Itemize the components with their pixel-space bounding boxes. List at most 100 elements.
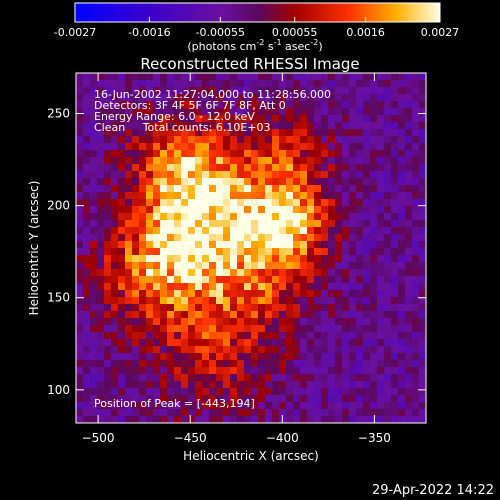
heatmap-cell — [279, 143, 287, 151]
heatmap-cell — [384, 178, 392, 186]
heatmap-cell — [356, 374, 364, 382]
heatmap-cell — [258, 290, 266, 298]
heatmap-cell — [111, 87, 119, 95]
heatmap-cell — [132, 94, 140, 102]
heatmap-cell — [384, 262, 392, 270]
heatmap-cell — [279, 283, 287, 291]
heatmap-cell — [237, 332, 245, 340]
heatmap-cell — [244, 129, 252, 137]
heatmap-cell — [377, 206, 385, 214]
heatmap-cell — [111, 402, 119, 410]
heatmap-cell — [349, 227, 357, 235]
heatmap-cell — [384, 143, 392, 151]
heatmap-cell — [328, 87, 336, 95]
heatmap-cell — [307, 143, 315, 151]
heatmap-cell — [349, 157, 357, 165]
heatmap-cell — [230, 374, 238, 382]
heatmap-cell — [328, 150, 336, 158]
heatmap-cell — [181, 353, 189, 361]
heatmap-cell — [111, 416, 119, 424]
heatmap-cell — [76, 150, 84, 158]
heatmap-cell — [181, 346, 189, 354]
heatmap-cell — [321, 178, 329, 186]
heatmap-cell — [202, 192, 210, 200]
heatmap-cell — [363, 108, 371, 116]
heatmap-cell — [76, 367, 84, 375]
heatmap-cell — [370, 87, 378, 95]
heatmap-cell — [328, 276, 336, 284]
heatmap-cell — [188, 367, 196, 375]
heatmap-cell — [76, 213, 84, 221]
heatmap-cell — [125, 311, 133, 319]
heatmap-cell — [258, 276, 266, 284]
heatmap-cell — [202, 101, 210, 109]
heatmap-cell — [405, 122, 413, 130]
heatmap-cell — [370, 311, 378, 319]
heatmap-cell — [356, 206, 364, 214]
heatmap-cell — [104, 206, 112, 214]
heatmap-cell — [321, 395, 329, 403]
heatmap-cell — [146, 227, 154, 235]
heatmap-cell — [272, 283, 280, 291]
heatmap-cell — [370, 283, 378, 291]
heatmap-cell — [237, 353, 245, 361]
heatmap-cell — [356, 101, 364, 109]
heatmap-cell — [202, 374, 210, 382]
heatmap-cell — [216, 416, 224, 424]
heatmap-cell — [370, 416, 378, 424]
heatmap-cell — [300, 136, 308, 144]
heatmap-cell — [167, 234, 175, 242]
heatmap-cell — [223, 325, 231, 333]
heatmap-cell — [181, 262, 189, 270]
heatmap-cell — [237, 374, 245, 382]
heatmap-cell — [111, 332, 119, 340]
heatmap-cell — [356, 353, 364, 361]
heatmap-cell — [237, 115, 245, 123]
heatmap-cell — [405, 101, 413, 109]
heatmap-cell — [139, 346, 147, 354]
heatmap-cell — [321, 409, 329, 417]
heatmap-cell — [188, 185, 196, 193]
heatmap-cell — [230, 227, 238, 235]
heatmap-cell — [363, 87, 371, 95]
heatmap-cell — [90, 192, 98, 200]
heatmap-cell — [76, 262, 84, 270]
heatmap-cell — [90, 381, 98, 389]
heatmap-cell — [139, 248, 147, 256]
heatmap-cell — [195, 339, 203, 347]
heatmap-cell — [279, 297, 287, 305]
heatmap-cell — [125, 94, 133, 102]
heatmap-cell — [377, 290, 385, 298]
heatmap-cell — [293, 346, 301, 354]
heatmap-cell — [202, 360, 210, 368]
heatmap-cell — [132, 290, 140, 298]
heatmap-cell — [125, 255, 133, 263]
heatmap-cell — [111, 206, 119, 214]
heatmap-cell — [419, 290, 427, 298]
heatmap-cell — [412, 73, 420, 81]
heatmap-cell — [293, 108, 301, 116]
heatmap-cell — [286, 360, 294, 368]
heatmap-cell — [419, 206, 427, 214]
heatmap-cell — [90, 115, 98, 123]
heatmap-cell — [195, 283, 203, 291]
heatmap-cell — [244, 297, 252, 305]
heatmap-cell — [174, 213, 182, 221]
heatmap-cell — [377, 150, 385, 158]
heatmap-cell — [356, 318, 364, 326]
heatmap-cell — [377, 80, 385, 88]
heatmap-cell — [90, 262, 98, 270]
heatmap-cell — [202, 346, 210, 354]
heatmap-cell — [328, 381, 336, 389]
heatmap-cell — [377, 234, 385, 242]
heatmap-cell — [160, 367, 168, 375]
heatmap-cell — [398, 374, 406, 382]
heatmap-cell — [363, 381, 371, 389]
heatmap-cell — [328, 325, 336, 333]
heatmap-cell — [363, 80, 371, 88]
heatmap-cell — [349, 402, 357, 410]
heatmap-cell — [223, 318, 231, 326]
heatmap-cell — [363, 248, 371, 256]
heatmap-cell — [118, 150, 126, 158]
heatmap-cell — [160, 87, 168, 95]
